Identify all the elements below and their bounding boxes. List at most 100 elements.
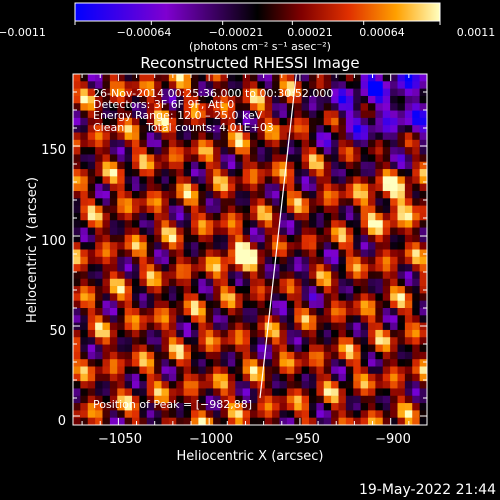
- heatmap-cell: [161, 410, 170, 419]
- heatmap-cell: [102, 344, 111, 353]
- heatmap-cell: [360, 125, 369, 133]
- heatmap-cell: [132, 169, 140, 177]
- heatmap-cell: [272, 373, 280, 382]
- heatmap-cell: [323, 256, 332, 265]
- heatmap-cell: [87, 249, 96, 258]
- colorbar-ticks: [74, 21, 441, 25]
- heatmap-cell: [220, 169, 229, 177]
- heatmap-cell: [87, 271, 96, 280]
- heatmap-cell: [412, 395, 421, 404]
- heatmap-cell: [191, 410, 199, 419]
- heatmap-cell: [419, 366, 427, 375]
- heatmap-cell: [294, 337, 303, 345]
- heatmap-cell: [176, 81, 185, 90]
- heatmap-cell: [242, 169, 251, 177]
- heatmap-cell: [419, 344, 427, 353]
- heatmap-cell: [139, 351, 148, 360]
- heatmap-cell: [191, 366, 199, 375]
- x-axis-ticks: [81, 74, 428, 425]
- heatmap-cell: [301, 176, 310, 185]
- heatmap-cell: [161, 212, 170, 221]
- heatmap-cell: [242, 227, 251, 236]
- heatmap-cell: [227, 344, 236, 353]
- heatmap-cell: [286, 308, 295, 316]
- heatmap-cell: [404, 300, 413, 309]
- heatmap-cell: [154, 329, 162, 338]
- heatmap-cell: [183, 271, 192, 280]
- heatmap-cell: [309, 395, 317, 404]
- heatmap-cell: [412, 366, 421, 375]
- heatmap-cell: [294, 139, 303, 148]
- heatmap-cell: [205, 161, 214, 170]
- heatmap-cell: [213, 198, 221, 207]
- heatmap-cell: [139, 249, 148, 258]
- heatmap-cell: [360, 74, 369, 82]
- heatmap-cell: [168, 117, 177, 126]
- heatmap-cell: [73, 315, 81, 324]
- heatmap-cell: [95, 359, 103, 367]
- heatmap-cell: [404, 322, 413, 331]
- heatmap-cell: [80, 154, 89, 163]
- heatmap-cell: [375, 205, 384, 214]
- heatmap-cell: [161, 176, 170, 185]
- heatmap-cell: [205, 212, 214, 221]
- heatmap-cell: [242, 154, 251, 163]
- heatmap-cell: [286, 388, 295, 397]
- heatmap-cell: [73, 234, 81, 243]
- heatmap-cell: [412, 381, 421, 389]
- heatmap-cell: [146, 103, 155, 111]
- heatmap-cell: [264, 300, 273, 309]
- heatmap-cell: [176, 132, 185, 141]
- heatmap-cell: [198, 293, 207, 302]
- heatmap-cell: [154, 198, 162, 207]
- heatmap-cell: [191, 139, 199, 148]
- heatmap-cell: [213, 227, 221, 236]
- heatmap-cell: [132, 242, 140, 250]
- heatmap-cell: [117, 205, 126, 214]
- heatmap-cell: [102, 337, 111, 345]
- heatmap-cell: [309, 198, 317, 207]
- heatmap-cell: [176, 234, 185, 243]
- heatmap-cell: [95, 81, 103, 90]
- annotation-detectors: Detectors: 3F 6F 9F, Att 0: [93, 98, 234, 111]
- heatmap-cell: [279, 337, 288, 345]
- heatmap-cell: [102, 417, 111, 425]
- heatmap-cell: [375, 132, 384, 141]
- heatmap-cell: [80, 403, 89, 411]
- heatmap-cell: [279, 110, 288, 119]
- heatmap-cell: [168, 315, 177, 324]
- heatmap-cell: [294, 242, 303, 250]
- heatmap-cell: [257, 300, 266, 309]
- heatmap-cell: [397, 110, 406, 119]
- heatmap-cell: [257, 417, 266, 425]
- heatmap-cell: [154, 154, 162, 163]
- heatmap-cell: [331, 329, 339, 338]
- heatmap-cell: [316, 103, 325, 111]
- heatmap-cell: [183, 227, 192, 236]
- heatmap-cell: [242, 161, 251, 170]
- heatmap-cell: [390, 337, 398, 345]
- heatmap-cell: [73, 169, 81, 177]
- heatmap-cell: [124, 395, 133, 404]
- heatmap-cell: [397, 183, 406, 192]
- heatmap-cell: [235, 198, 244, 207]
- heatmap-cell: [345, 110, 354, 119]
- heatmap-cell: [412, 322, 421, 331]
- heatmap-cell: [338, 417, 347, 425]
- heatmap-cell: [146, 154, 155, 163]
- heatmap-cell: [368, 103, 376, 111]
- heatmap-cell: [264, 212, 273, 221]
- heatmap-cell: [87, 359, 96, 367]
- heatmap-cell: [323, 322, 332, 331]
- heatmap-cell: [294, 220, 303, 228]
- heatmap-cell: [213, 395, 221, 404]
- heatmap-cell: [390, 359, 398, 367]
- heatmap-cell: [227, 403, 236, 411]
- heatmap-cell: [132, 308, 140, 316]
- heatmap-cell: [102, 205, 111, 214]
- heatmap-cell: [382, 147, 391, 155]
- heatmap-cell: [191, 359, 199, 367]
- heatmap-cell: [227, 198, 236, 207]
- heatmap-cell: [404, 264, 413, 272]
- heatmap-cell: [286, 242, 295, 250]
